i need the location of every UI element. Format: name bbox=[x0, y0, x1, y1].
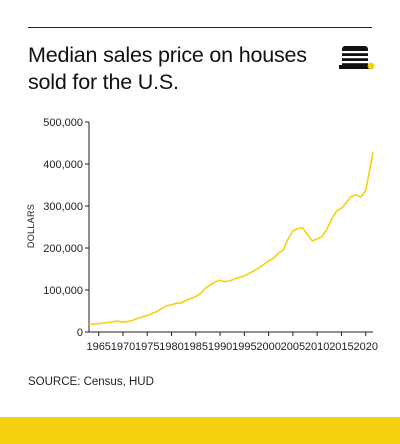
x-tick-label: 2020 bbox=[353, 341, 377, 353]
x-tick-label: 2005 bbox=[281, 341, 305, 353]
x-tick-label: 1975 bbox=[135, 341, 159, 353]
x-axis: 1965 1970 1975 1980 1985 1990 1995 2000 2005 2010… bbox=[86, 332, 378, 353]
top-rule bbox=[28, 27, 372, 28]
y-axis-label: DOLLARS bbox=[26, 204, 36, 248]
y-tick-label: 0 bbox=[77, 327, 83, 339]
x-tick-label: 1990 bbox=[208, 341, 232, 353]
x-tick-label: 2010 bbox=[305, 341, 329, 353]
x-tick-label: 2000 bbox=[256, 341, 280, 353]
series-line bbox=[88, 151, 374, 326]
x-tick-label: 1985 bbox=[184, 341, 208, 353]
x-tick-label: 1995 bbox=[232, 341, 256, 353]
beehive-icon bbox=[339, 44, 375, 74]
footer-band bbox=[0, 417, 400, 444]
y-tick-label: 400,000 bbox=[43, 159, 83, 171]
x-tick-label: 1980 bbox=[159, 341, 183, 353]
page-title: Median sales price on houses sold for th… bbox=[28, 43, 307, 94]
x-tick-label: 2015 bbox=[329, 341, 353, 353]
y-tick-label: 300,000 bbox=[43, 201, 83, 213]
y-tick-label: 100,000 bbox=[43, 285, 83, 297]
y-axis: 0 100,000 200,000 300,000 400,000 500,000 bbox=[43, 117, 89, 339]
source-note: SOURCE: Census, HUD bbox=[28, 376, 154, 388]
x-tick-label: 1965 bbox=[86, 341, 110, 353]
x-tick-label: 1970 bbox=[111, 341, 135, 353]
y-tick-label: 200,000 bbox=[43, 243, 83, 255]
y-tick-label: 500,000 bbox=[43, 117, 83, 129]
